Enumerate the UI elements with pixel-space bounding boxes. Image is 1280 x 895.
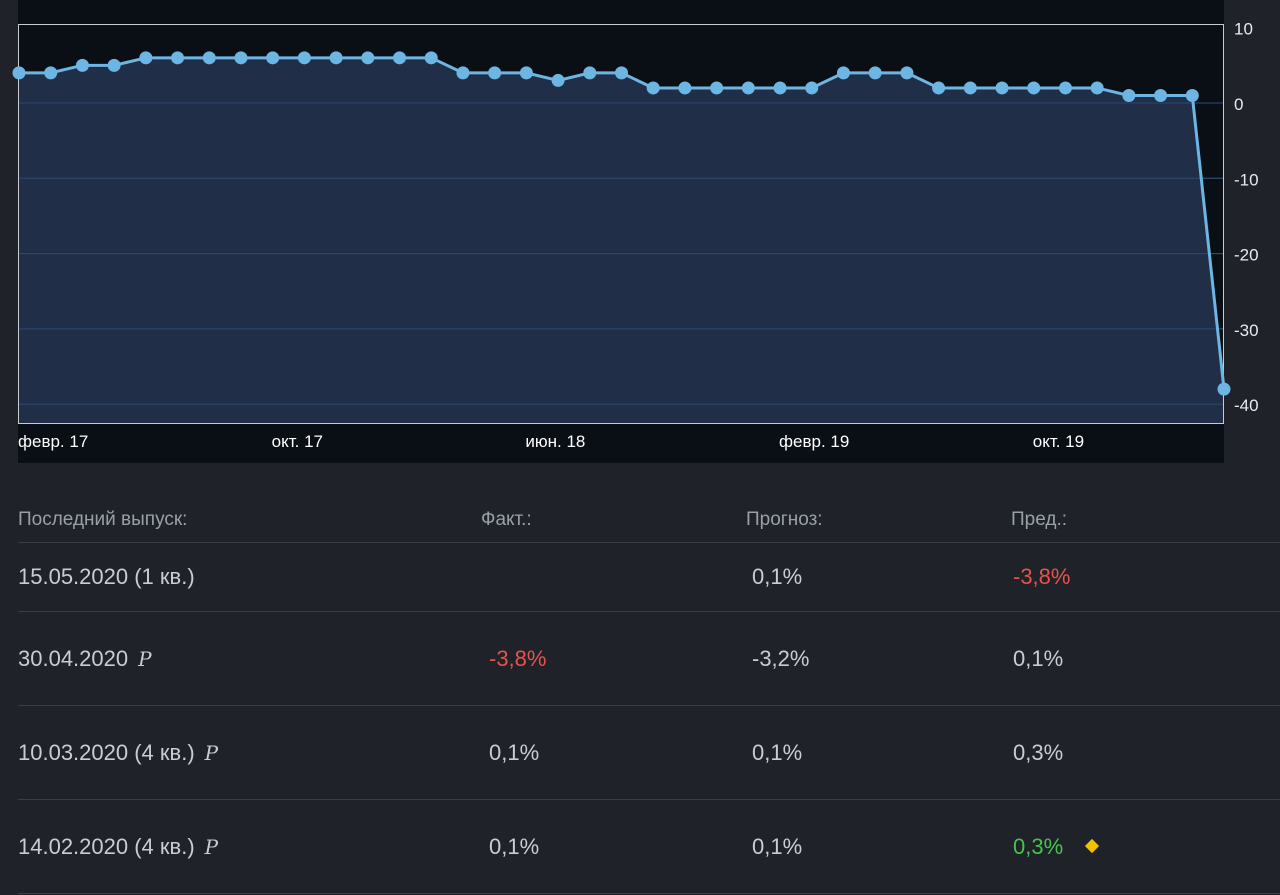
x-tick-label: окт. 19 [1033,432,1084,451]
data-point [805,81,819,95]
data-point [583,66,597,80]
area-fill [19,57,1224,423]
data-point [1154,88,1168,102]
plot-frame [18,24,1224,424]
x-tick-label: июн. 18 [525,432,585,451]
data-point [171,51,185,65]
data-point [519,66,533,80]
table-header: Последний выпуск: Факт.: Прогноз: Пред.: [18,490,1280,543]
data-point [75,58,89,72]
row-date-text: 30.04.2020 [18,645,129,671]
data-point [963,81,977,95]
data-point [1217,382,1231,396]
row-date-text: 14.02.2020 (4 кв.) [18,833,195,859]
row-forecast: -3,2% [752,645,810,671]
row-date-text: 15.05.2020 (1 кв.) [18,564,195,589]
data-point [361,51,375,65]
data-point [678,81,692,95]
data-point [44,66,58,80]
data-point [202,51,216,65]
row-previous-text: 0,3% [1013,833,1064,859]
row-date: 10.03.2020 (4 кв.) P [18,740,218,766]
data-point [932,81,946,95]
data-point [297,51,311,65]
data-point [900,66,914,80]
y-tick-label: -20 [1234,246,1259,265]
x-tick-label: окт. 17 [272,432,323,451]
row-previous: 0,1% [1013,645,1064,671]
preliminary-marker: P [204,740,219,765]
diamond-icon[interactable] [1085,838,1100,853]
preliminary-marker: P [204,834,219,859]
data-point [868,66,882,80]
row-forecast: 0,1% [752,833,803,859]
line-chart: 10 0 -10 -20 -30 -40 февр. 17 окт. 17 июн. 18 фев… [12,0,1259,463]
header-actual: Факт.: [481,509,532,530]
y-tick-label: -40 [1234,396,1259,415]
row-date-text: 10.03.2020 (4 кв.) [18,739,195,765]
data-point [107,58,121,72]
data-point [12,66,26,80]
header-forecast: Прогноз: [746,509,823,530]
data-point [1058,81,1072,95]
data-point [456,66,470,80]
data-point [995,81,1009,95]
data-point [836,66,850,80]
y-tick-label: -30 [1234,321,1259,340]
data-point [329,51,343,65]
data-point [424,51,438,65]
data-point [266,51,280,65]
header-previous: Пред.: [1011,509,1068,530]
y-tick-label: -10 [1234,170,1259,189]
row-forecast: 0,1% [752,739,803,765]
row-previous: 0,3% [1013,739,1064,765]
row-forecast: 0,1% [752,564,803,589]
table-row: 30.04.2020 P -3,8% -3,2% 0,1% [18,612,1280,706]
row-actual: -3,8% [489,645,547,671]
data-point [1090,81,1104,95]
data-point [710,81,724,95]
data-point [646,81,660,95]
data-point [615,66,628,80]
row-actual: 0,1% [489,833,540,859]
x-tick-label: февр. 19 [779,432,849,451]
row-date: 14.02.2020 (4 кв.) P [18,834,218,860]
data-point [1027,81,1041,95]
row-date: 15.05.2020 (1 кв.) [18,564,195,590]
row-date: 30.04.2020 P [18,646,152,672]
data-point [139,51,153,65]
chart-area: 10 0 -10 -20 -30 -40 февр. 17 окт. 17 июн. 18 фев… [12,0,1259,463]
preliminary-marker: P [138,646,152,671]
y-tick-label: 0 [1234,95,1243,114]
data-point [773,81,787,95]
data-point [1122,88,1136,102]
table-row: 14.02.2020 (4 кв.) P 0,1% 0,1% 0,3% [18,800,1280,894]
x-tick-label: февр. 17 [18,432,88,451]
row-actual: 0,1% [489,739,540,765]
data-point [551,73,565,87]
table-row: 10.03.2020 (4 кв.) P 0,1% 0,1% 0,3% [18,706,1280,800]
release-table: Последний выпуск: Факт.: Прогноз: Пред.:… [0,490,1280,894]
data-point [741,81,755,95]
data-point [234,51,248,65]
y-tick-label: 10 [1234,20,1253,39]
data-point [1185,88,1199,102]
data-point [488,66,502,80]
row-previous: 0,3% [1013,833,1100,860]
header-release: Последний выпуск: [18,509,188,530]
table-row: 15.05.2020 (1 кв.) 0,1% -3,8% [18,543,1280,612]
row-previous: -3,8% [1013,564,1071,589]
data-point [393,51,407,65]
